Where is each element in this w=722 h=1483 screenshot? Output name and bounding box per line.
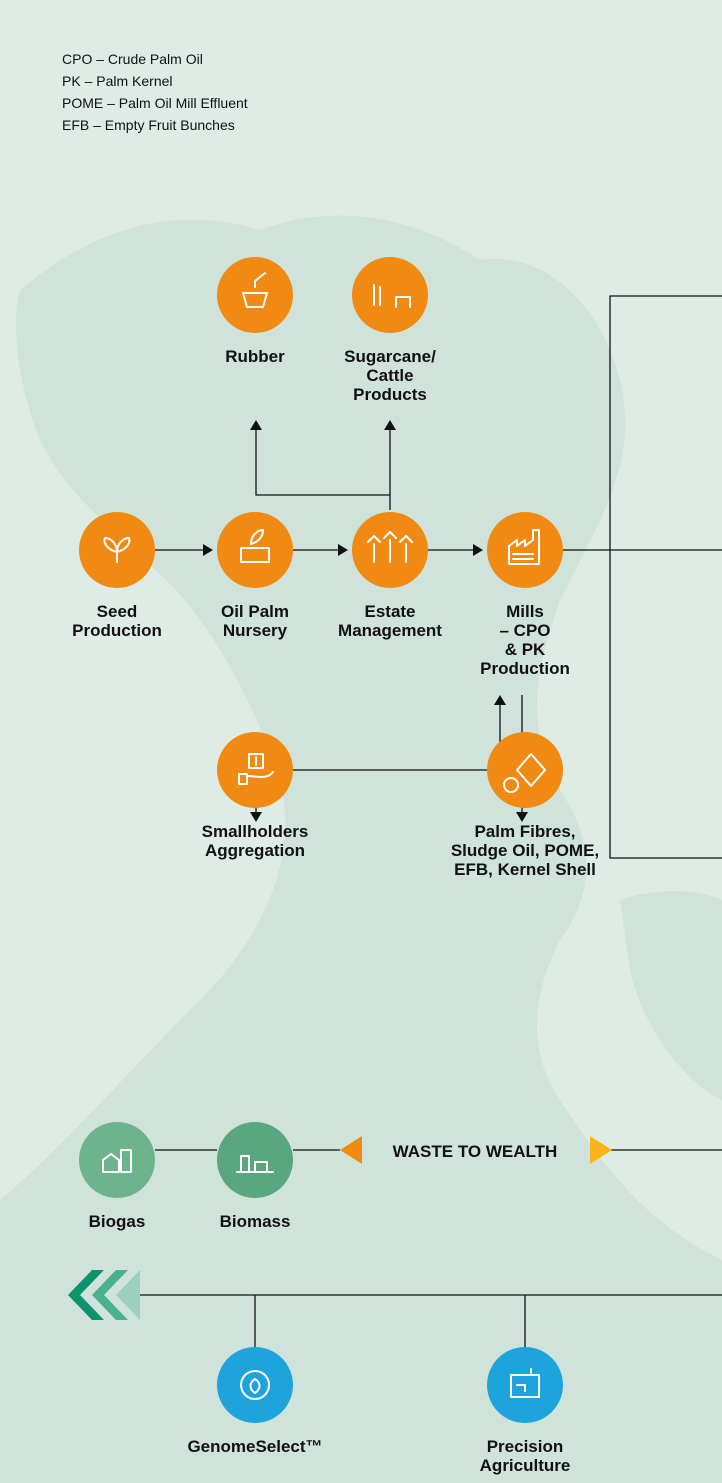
node-label: Mills (506, 602, 544, 621)
node-label: Products (353, 385, 427, 404)
node-label: Production (72, 621, 162, 640)
node-label: Agriculture (480, 1456, 571, 1475)
node-circle (217, 257, 293, 333)
node-label: Seed (97, 602, 138, 621)
node-label: Oil Palm (221, 602, 289, 621)
node-label: GenomeSelect™ (187, 1437, 322, 1456)
node-circle (79, 1122, 155, 1198)
node-label: Precision (487, 1437, 564, 1456)
node-label: Management (338, 621, 442, 640)
node-icon (373, 284, 411, 308)
node-label: – CPO (499, 621, 550, 640)
node: GenomeSelect™ (187, 1347, 323, 1456)
node-label: Palm Fibres, (474, 822, 575, 841)
node-icon (102, 1149, 132, 1173)
node: Biomass (217, 1122, 293, 1231)
chevrons (68, 1270, 140, 1320)
node-label: EFB, Kernel Shell (454, 860, 596, 879)
node-circle (217, 732, 293, 808)
node-label: Nursery (223, 621, 288, 640)
node-icon (240, 529, 270, 563)
node-label: Biogas (89, 1212, 146, 1231)
node: Palm Fibres,Sludge Oil, POME,EFB, Kernel… (451, 732, 599, 879)
legend-item: EFB – Empty Fruit Bunches (62, 117, 235, 133)
node-icon (238, 753, 274, 785)
node-icon (510, 1368, 540, 1398)
node-circle (487, 512, 563, 588)
legend-item: PK – Palm Kernel (62, 73, 173, 89)
node-circle (217, 512, 293, 588)
node-label: Cattle (366, 366, 413, 385)
node-circle (352, 257, 428, 333)
node-circle (487, 732, 563, 808)
legend-item: POME – Palm Oil Mill Effluent (62, 95, 248, 111)
node-label: Sugarcane/ (344, 347, 436, 366)
node-label: Estate (364, 602, 415, 621)
node-icon (103, 537, 131, 563)
node-label: & PK (505, 640, 546, 659)
node-label: Production (480, 659, 570, 678)
banner: WASTE TO WEALTH (393, 1142, 558, 1161)
node-icon (508, 529, 540, 565)
node-label: Aggregation (205, 841, 305, 860)
node-icon (503, 753, 546, 793)
node-icon (236, 1155, 274, 1173)
node-icon (242, 272, 268, 308)
node: Rubber (217, 257, 293, 366)
legend-item: CPO – Crude Palm Oil (62, 51, 203, 67)
node-icon (367, 531, 413, 563)
node-label: Rubber (225, 347, 285, 366)
node-label: Sludge Oil, POME, (451, 841, 599, 860)
connector-box (609, 295, 722, 859)
node-label: Smallholders (202, 822, 309, 841)
node-icon (240, 1370, 271, 1400)
node: Biogas (79, 1122, 155, 1231)
arrowheads (203, 420, 528, 822)
banner-arrow-left (340, 1136, 362, 1164)
legend: CPO – Crude Palm Oil PK – Palm Kernel POME… (62, 51, 248, 133)
banner-arrow-right (590, 1136, 612, 1164)
node-circle (217, 1122, 293, 1198)
node-circle (217, 1347, 293, 1423)
node-label: Biomass (220, 1212, 291, 1231)
